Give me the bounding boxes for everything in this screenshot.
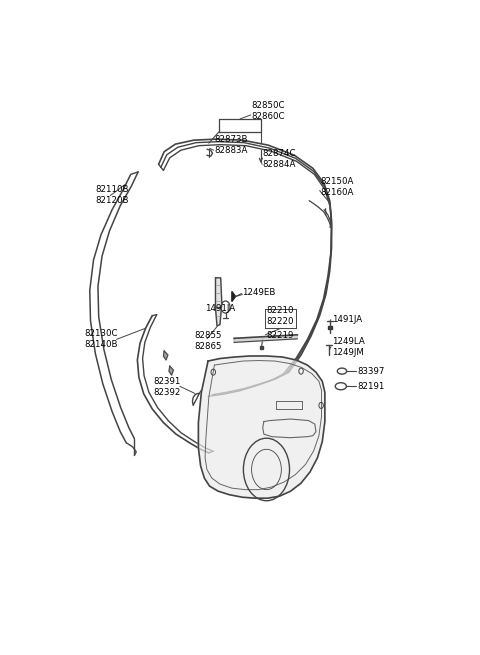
Polygon shape <box>328 326 332 329</box>
Text: 82219: 82219 <box>266 331 294 341</box>
Text: 82130C
82140B: 82130C 82140B <box>84 329 118 349</box>
Text: 82191: 82191 <box>358 382 385 391</box>
Text: 1249LA
1249JM: 1249LA 1249JM <box>332 337 364 357</box>
Text: 82874C
82884A: 82874C 82884A <box>263 149 296 170</box>
Polygon shape <box>234 335 297 343</box>
Polygon shape <box>260 346 263 349</box>
Text: 82391
82392: 82391 82392 <box>153 377 180 398</box>
Text: 82850C
82860C: 82850C 82860C <box>252 102 285 121</box>
Polygon shape <box>169 366 173 375</box>
Polygon shape <box>216 278 222 326</box>
Polygon shape <box>232 291 236 301</box>
Text: 1491JA: 1491JA <box>205 303 235 312</box>
Text: 82210
82220: 82210 82220 <box>266 306 294 326</box>
Polygon shape <box>163 351 168 360</box>
Text: 83397: 83397 <box>358 367 385 375</box>
Text: 1249EB: 1249EB <box>242 288 276 297</box>
Text: 82110B
82120B: 82110B 82120B <box>96 185 129 204</box>
Polygon shape <box>198 356 325 498</box>
Text: 82873B
82883A: 82873B 82883A <box>215 135 248 155</box>
Text: 82855
82865: 82855 82865 <box>194 331 221 351</box>
Text: 82150A
82160A: 82150A 82160A <box>321 177 354 197</box>
Text: 1491JA: 1491JA <box>332 315 362 324</box>
